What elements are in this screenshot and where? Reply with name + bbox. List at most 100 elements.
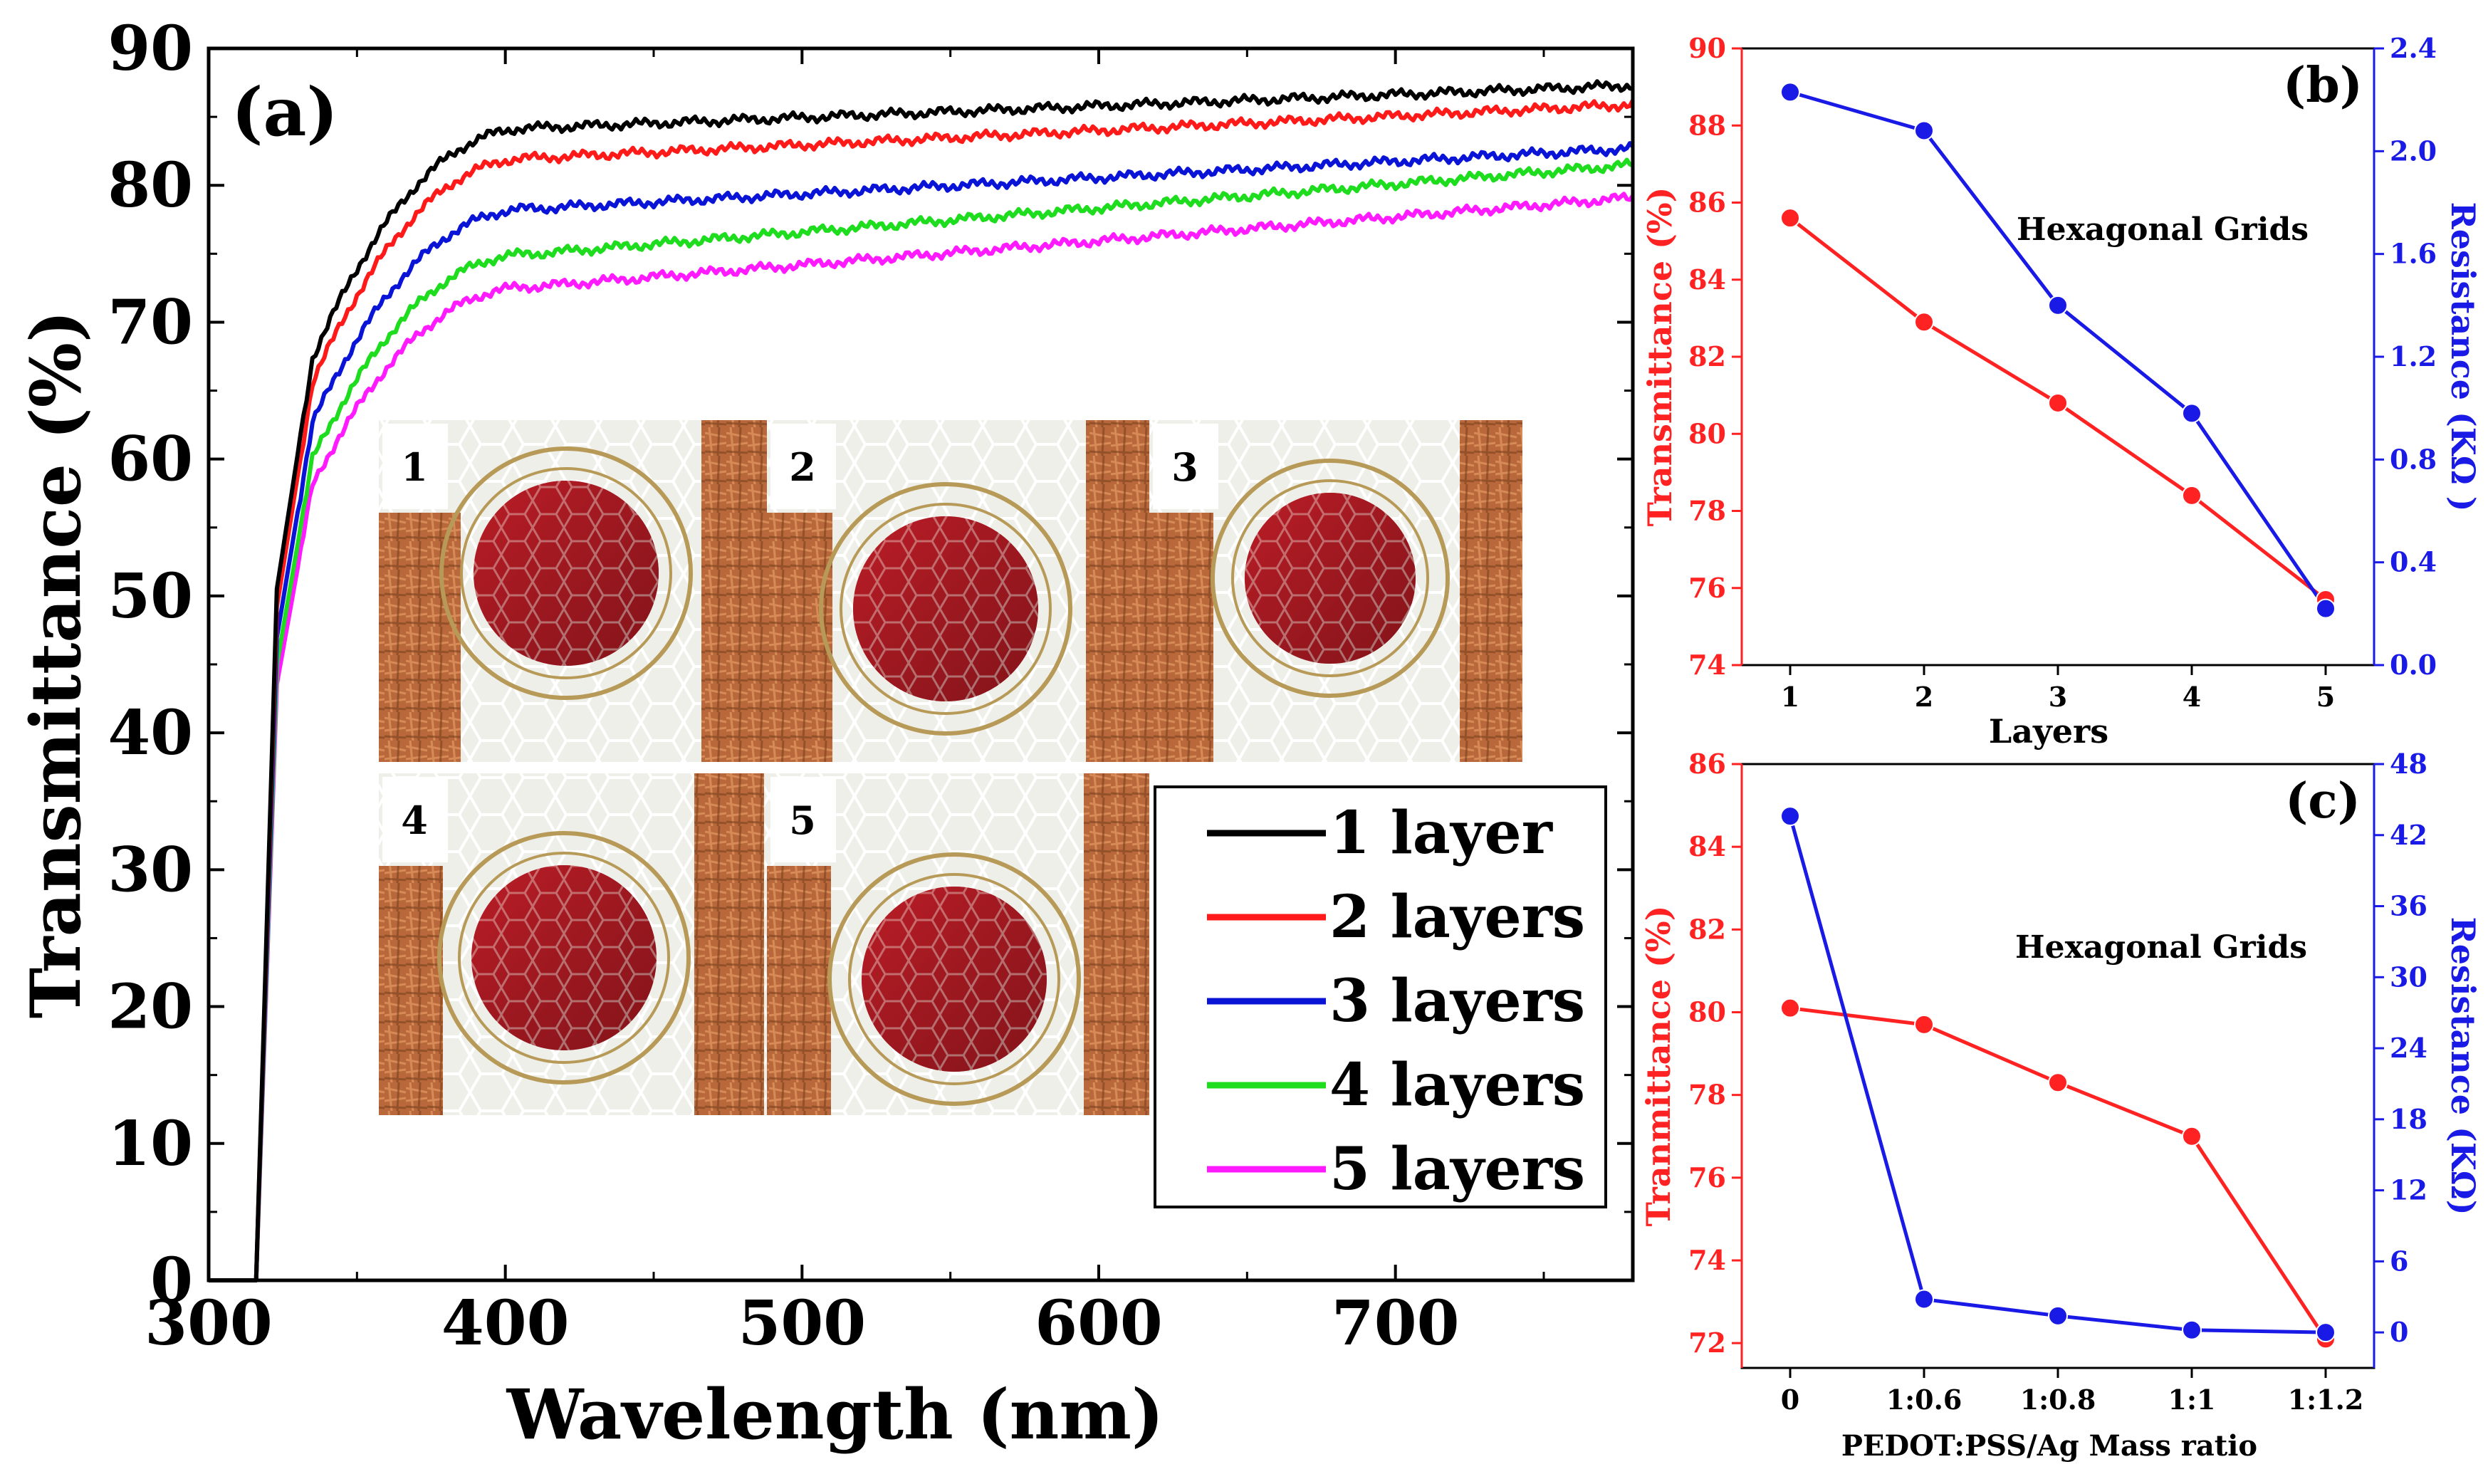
series-line-2	[209, 99, 1635, 1282]
x-tick-label: 700	[1332, 1287, 1460, 1359]
legend: 1 layer 2 layers 3 layers 4 layers 5 layers	[1154, 785, 1607, 1208]
seal-inner-ring	[458, 852, 670, 1064]
panel-b-ylabel-right: Resistance (KΩ )	[2444, 202, 2482, 511]
tile-number-4: 4	[401, 798, 428, 843]
sample-photo-3: 3	[1149, 420, 1522, 762]
tile-label-box	[382, 777, 448, 862]
panel-b-plot-area	[1780, 82, 2336, 619]
y-right-tick-label: 42	[2390, 819, 2427, 851]
legend-label-1: 1 layer	[1329, 799, 1554, 867]
point-resistance	[2048, 295, 2068, 315]
seal-outer-ring	[827, 852, 1081, 1106]
series-line-transmittance	[1789, 1006, 2328, 1340]
copper-electrode-right	[701, 420, 767, 762]
panel-c-frame	[1740, 763, 2375, 1369]
y-right-tick-label: 6	[2390, 1245, 2408, 1277]
y-tick-label: 80	[108, 150, 193, 221]
x-tick-label: 4	[2183, 681, 2201, 713]
legend-label-4: 4 layers	[1329, 1051, 1585, 1119]
point-resistance	[1914, 1289, 1934, 1310]
x-tick-label: 300	[145, 1287, 273, 1359]
y-left-tick-label: 76	[1688, 1161, 1726, 1193]
x-tick-label: 2	[1915, 681, 1933, 713]
x-tick-label: 1	[1781, 681, 1799, 713]
series-line-resistance	[1789, 90, 2328, 610]
red-grid-shading	[474, 481, 659, 666]
red-grid-shading	[1245, 493, 1416, 664]
x-tick-label: 400	[441, 1287, 570, 1359]
copper-electrode-left	[767, 866, 831, 1115]
point-transmittance	[2048, 392, 2068, 413]
point-resistance	[2182, 1320, 2202, 1340]
panel-b-xlabel: Layers	[1989, 712, 2108, 751]
copper-electrode-left	[767, 513, 832, 762]
tile-label-box	[770, 777, 836, 862]
y-tick-label: 40	[108, 697, 193, 769]
copper-electrode-right	[1460, 420, 1522, 762]
y-right-tick-label: 1.6	[2390, 238, 2437, 270]
copper-electrode-right	[1086, 420, 1149, 762]
point-transmittance	[1780, 998, 1800, 1018]
copper-electrode-left	[1149, 513, 1213, 762]
x-tick-label: 1:0.8	[2020, 1384, 2096, 1416]
seal-inner-ring	[848, 873, 1060, 1085]
tile-label-box	[1153, 424, 1218, 509]
panel-b-label: (b)	[2283, 57, 2363, 114]
y-tick-label: 60	[108, 424, 193, 496]
y-left-tick-label: 84	[1688, 830, 1726, 862]
y-left-tick-label: 86	[1688, 748, 1726, 780]
panel-b-ylabel-left: Transmittance (%)	[1641, 187, 1679, 527]
y-right-tick-label: 0	[2390, 1316, 2408, 1348]
series-line-5	[209, 192, 1635, 1282]
panel-a-ylabel: Transmittance (%)	[16, 310, 96, 1019]
panel-a: 300 400 500 600 700 0 10 20 30 40 50 60 70 80 90 1 2 3 4 5…	[16, 13, 1635, 1455]
y-tick-label: 50	[108, 560, 193, 632]
seal-outer-ring	[437, 831, 691, 1085]
red-grid-shading	[471, 865, 657, 1050]
sample-photo-4: 4	[379, 773, 767, 1115]
panel-c-label: (c)	[2285, 773, 2361, 830]
point-resistance	[1780, 806, 1800, 827]
point-resistance	[2316, 598, 2336, 619]
y-left-tick-label: 90	[1688, 32, 1726, 64]
panel-b-frame	[1740, 47, 2375, 667]
point-transmittance	[1914, 312, 1934, 333]
y-tick-label: 20	[108, 971, 193, 1043]
sample-photo-1: 1	[379, 420, 767, 762]
series-line-1	[209, 79, 1634, 1282]
panel-a-xlabel: Wavelength (nm)	[506, 1374, 1164, 1455]
y-right-tick-label: 0.4	[2390, 546, 2437, 578]
y-right-tick-label: 18	[2390, 1103, 2427, 1135]
y-right-tick-label: 36	[2390, 890, 2427, 922]
point-transmittance	[1914, 1014, 1934, 1035]
y-left-tick-label: 80	[1688, 417, 1726, 449]
point-resistance	[2316, 1322, 2336, 1343]
panel-c-axis-ticks: 0 1:0.6 1:0.8 1:1 1:1.2 72 74 76 78 80 82 84 86 0 6 12 1…	[1688, 748, 2427, 1416]
legend-label-2: 2 layers	[1329, 883, 1585, 951]
seal-inner-ring	[460, 467, 672, 679]
y-tick-label: 30	[108, 834, 193, 906]
inset-photo: 1 2 3 4 5	[379, 420, 1522, 1115]
y-tick-label: 10	[108, 1108, 193, 1180]
y-left-tick-label: 78	[1688, 495, 1726, 527]
x-tick-label: 1:0.6	[1886, 1384, 1962, 1416]
y-left-tick-label: 72	[1688, 1327, 1726, 1359]
y-left-tick-label: 76	[1688, 572, 1726, 604]
panel-c-xlabel: PEDOT:PSS/Ag Mass ratio	[1841, 1429, 2257, 1463]
panel-b-axis-ticks: 1 2 3 4 5 74 76 78 80 82 84 86 88 90 0.0 0.4 0.8 1.2 1.6 2.…	[1688, 32, 2437, 713]
sample-photo-5: 5	[767, 773, 1149, 1115]
y-right-tick-label: 48	[2390, 748, 2427, 780]
panel-b: 1 2 3 4 5 74 76 78 80 82 84 86 88 90 0.0 0.4 0.8 1.2 1.6 2.…	[1641, 32, 2482, 751]
tile-label-box	[770, 424, 836, 509]
x-tick-label: 3	[2049, 681, 2067, 713]
panel-c: 0 1:0.6 1:0.8 1:1 1:1.2 72 74 76 78 80 82 84 86 0 6 12 1…	[1639, 748, 2482, 1463]
y-right-tick-label: 1.2	[2390, 340, 2437, 372]
point-resistance	[1780, 82, 1800, 103]
sample-photo-2: 2	[767, 420, 1149, 762]
y-right-tick-label: 12	[2390, 1174, 2427, 1206]
x-tick-label: 1:1.2	[2288, 1384, 2364, 1416]
seal-outer-ring	[819, 482, 1072, 736]
tile-label-box	[382, 424, 448, 509]
y-right-tick-label: 2.0	[2390, 135, 2437, 167]
